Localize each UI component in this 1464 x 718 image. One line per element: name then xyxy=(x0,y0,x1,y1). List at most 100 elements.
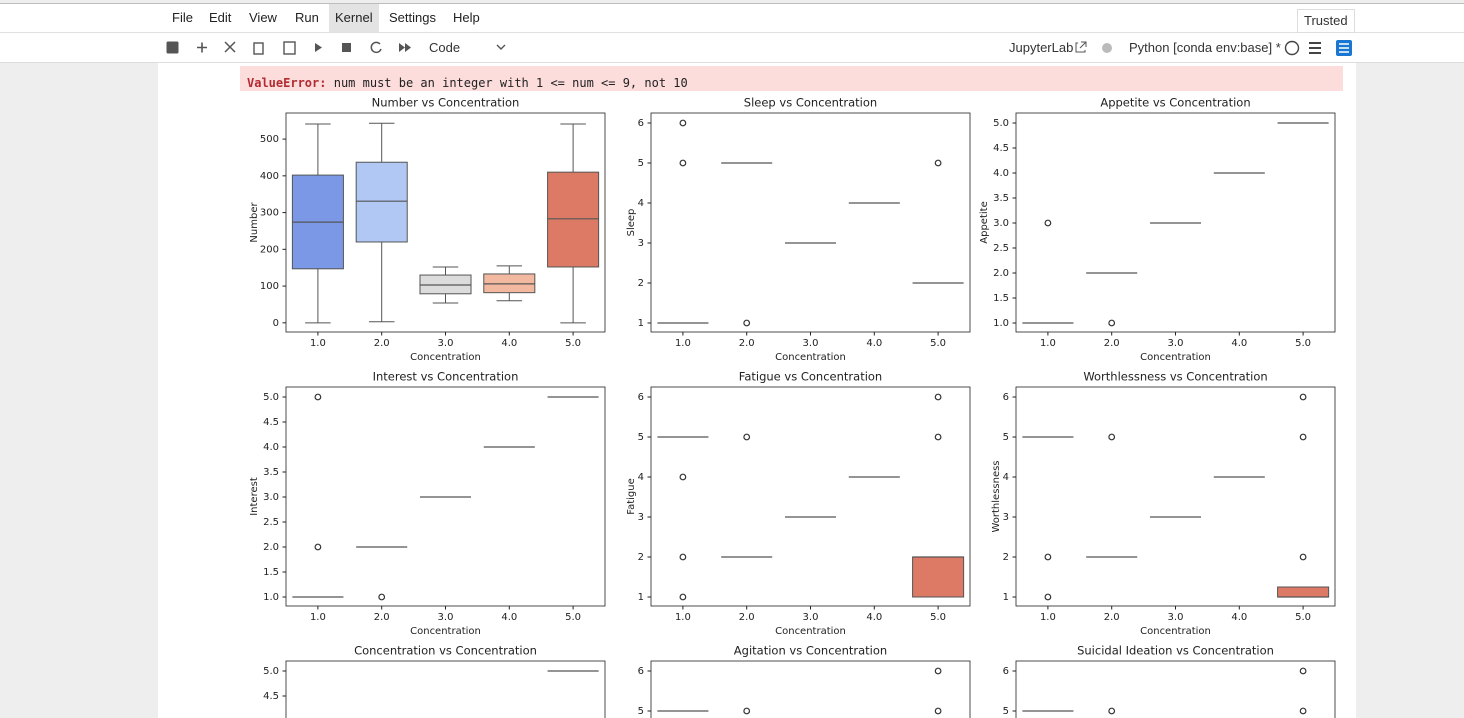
y-tick-label: 2 xyxy=(638,552,644,563)
chart-title: Interest vs Concentration xyxy=(373,370,519,384)
stop-icon[interactable] xyxy=(342,43,351,52)
x-tick-label: 1.0 xyxy=(1040,338,1056,349)
x-tick-label: 2.0 xyxy=(739,338,755,349)
y-tick-label: 6 xyxy=(1003,392,1009,403)
x-tick-label: 4.0 xyxy=(866,612,882,623)
dropdown-arrow[interactable] xyxy=(496,44,506,50)
toolbar-icons xyxy=(166,40,1352,56)
kernel-name[interactable]: Python [conda env:base] * xyxy=(1129,40,1281,55)
y-axis-label: Interest xyxy=(249,477,260,516)
y-axis-label: Number xyxy=(249,202,260,243)
outlier xyxy=(1299,667,1307,675)
y-tick-label: 1.5 xyxy=(993,293,1009,304)
trusted-indicator[interactable]: Trusted xyxy=(1297,9,1355,33)
y-tick-label: 5 xyxy=(638,432,644,443)
chart-title: Concentration vs Concentration xyxy=(354,644,537,658)
x-tick-label: 3.0 xyxy=(803,338,819,349)
error-output: ValueError: num must be an integer with … xyxy=(240,66,1343,91)
x-tick-label: 5.0 xyxy=(1295,612,1311,623)
debugger-icon[interactable] xyxy=(1102,43,1112,53)
menu-edit[interactable]: Edit xyxy=(209,10,232,25)
add-cell-icon[interactable] xyxy=(197,42,207,53)
jupyterlab-link[interactable]: JupyterLab xyxy=(1009,40,1074,55)
axes-frame xyxy=(1015,660,1336,718)
y-axis-label: Sleep xyxy=(626,209,637,237)
cell-type-select[interactable]: Code xyxy=(429,40,461,55)
y-tick-label: 200 xyxy=(260,244,279,255)
box xyxy=(355,161,408,243)
x-tick-label: 3.0 xyxy=(1168,338,1184,349)
y-tick-label: 4.0 xyxy=(993,168,1009,179)
outlier xyxy=(743,433,751,441)
y-tick-label: 400 xyxy=(260,171,279,182)
y-tick-label: 1.5 xyxy=(263,567,279,578)
y-tick-label: 3 xyxy=(638,512,644,523)
menu-run[interactable]: Run xyxy=(295,10,319,25)
outlier xyxy=(1108,433,1116,441)
axes-frame xyxy=(1015,386,1336,607)
chart-title: Number vs Concentration xyxy=(372,96,520,110)
box xyxy=(912,556,965,598)
y-tick-label: 5.0 xyxy=(263,392,279,403)
paste-icon[interactable] xyxy=(283,41,296,55)
menu-view[interactable]: View xyxy=(249,10,277,25)
y-tick-label: 4.5 xyxy=(263,417,279,428)
chart-title: Suicidal Ideation vs Concentration xyxy=(1077,644,1274,658)
outlier xyxy=(314,393,322,401)
y-tick-label: 4 xyxy=(1003,472,1009,483)
y-tick-label: 1.0 xyxy=(993,318,1009,329)
y-tick-label: 1 xyxy=(638,318,644,329)
outlier xyxy=(679,473,687,481)
x-tick-label: 4.0 xyxy=(1231,338,1247,349)
y-tick-label: 500 xyxy=(260,134,279,145)
error-message: num must be an integer with 1 <= num <= … xyxy=(333,76,688,90)
kernel-status-icon xyxy=(1284,40,1300,56)
outlier xyxy=(934,667,942,675)
property-inspector-lines xyxy=(1339,43,1349,53)
y-tick-label: 5 xyxy=(638,158,644,169)
save-icon[interactable] xyxy=(166,41,179,54)
chart-title: Agitation vs Concentration xyxy=(734,644,887,658)
outlier xyxy=(679,553,687,561)
copy-icon[interactable] xyxy=(253,42,264,55)
outlier xyxy=(1299,393,1307,401)
y-tick-label: 5 xyxy=(638,706,644,717)
x-tick-label: 2.0 xyxy=(374,338,390,349)
x-tick-label: 1.0 xyxy=(675,612,691,623)
notebook-toolbar: Code JupyterLab Python [conda env:base] … xyxy=(0,33,1464,63)
x-tick-label: 5.0 xyxy=(1295,338,1311,349)
menu-help[interactable]: Help xyxy=(453,10,480,25)
restart-icon[interactable] xyxy=(370,41,382,54)
run-all-icon[interactable] xyxy=(399,43,411,52)
y-tick-label: 2 xyxy=(1003,552,1009,563)
outlier xyxy=(934,433,942,441)
toc-icon[interactable] xyxy=(1309,42,1321,54)
y-tick-label: 5.0 xyxy=(263,666,279,677)
y-tick-label: 4 xyxy=(638,198,644,209)
x-tick-label: 5.0 xyxy=(565,612,581,623)
y-tick-label: 4 xyxy=(638,472,644,483)
y-tick-label: 3 xyxy=(1003,512,1009,523)
x-tick-label: 4.0 xyxy=(1231,612,1247,623)
y-tick-label: 1 xyxy=(1003,592,1009,603)
y-tick-label: 6 xyxy=(638,118,644,129)
y-tick-label: 4.0 xyxy=(263,442,279,453)
cut-icon[interactable] xyxy=(224,41,236,53)
chart-title: Worthlessness vs Concentration xyxy=(1083,370,1267,384)
x-tick-label: 2.0 xyxy=(1104,338,1120,349)
y-tick-label: 4.5 xyxy=(993,143,1009,154)
menu-kernel[interactable]: Kernel xyxy=(329,4,379,32)
menu-settings[interactable]: Settings xyxy=(389,10,436,25)
y-tick-label: 6 xyxy=(1003,666,1009,677)
outlier xyxy=(743,319,751,327)
outlier xyxy=(1108,319,1116,327)
x-axis-label: Concentration xyxy=(1140,352,1211,363)
menu-file[interactable]: File xyxy=(172,10,193,25)
y-axis-label: Fatigue xyxy=(626,478,637,515)
outlier xyxy=(679,119,687,127)
run-icon[interactable] xyxy=(315,43,322,52)
outlier xyxy=(378,593,386,601)
external-link-icon[interactable] xyxy=(1075,41,1087,53)
chart-title: Sleep vs Concentration xyxy=(744,96,877,110)
